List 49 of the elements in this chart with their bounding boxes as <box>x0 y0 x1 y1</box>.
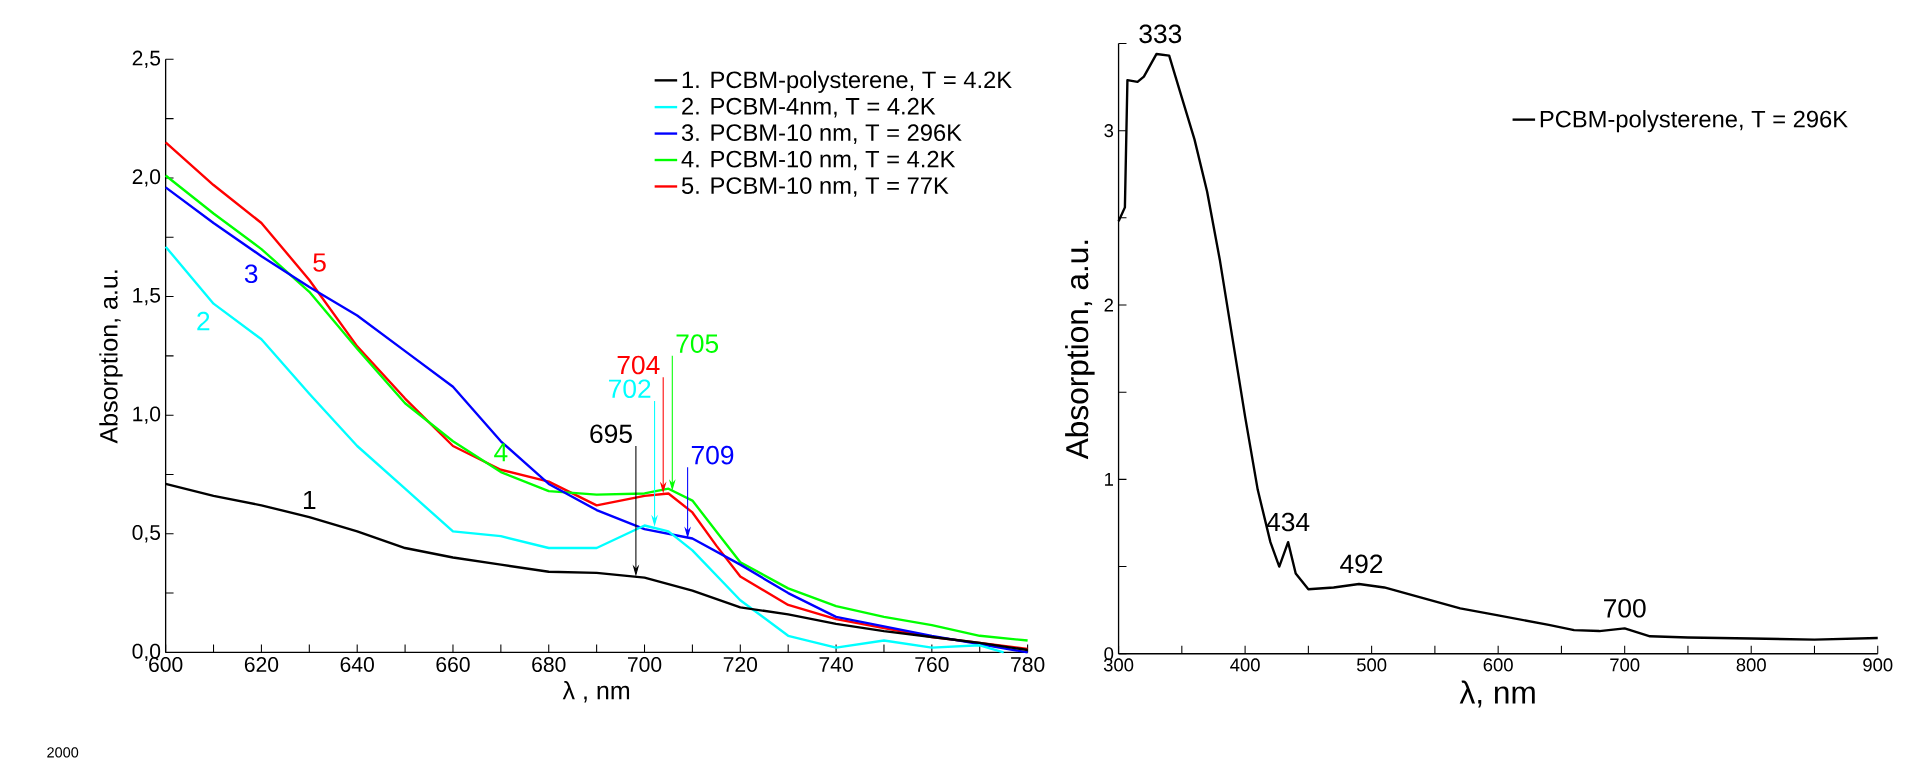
x-tick-label: 900 <box>1863 658 1893 672</box>
annotation: 695 <box>590 424 632 444</box>
annotation: 704 <box>617 355 660 375</box>
legend-label: 4. PCBM-10 nm, T = 4.2K <box>681 150 956 171</box>
x-tick-label: 640 <box>340 657 374 672</box>
annotation: 1 <box>303 490 316 509</box>
y-tick-label: 2 <box>1104 298 1113 312</box>
x-tick-label: 760 <box>915 657 949 672</box>
x-tick-label: 680 <box>532 657 566 672</box>
x-axis-title: λ, nm <box>1459 680 1535 708</box>
annotation: 333 <box>1139 24 1182 44</box>
legend-label: 1. PCBM-polysterene, T = 4.2K <box>682 70 1012 93</box>
y-axis-title: Absorption, a.u. <box>99 270 123 444</box>
x-tick-label: 400 <box>1230 658 1260 672</box>
y-tick-label: 1,5 <box>133 287 161 306</box>
annotation: 702 <box>609 379 651 398</box>
annotation: 700 <box>1604 598 1646 618</box>
text: 2000 <box>47 747 79 758</box>
line-series <box>164 245 1005 654</box>
legend-label: 5. PCBM-10 nm, T = 77K <box>681 177 949 197</box>
x-tick-label: 720 <box>723 657 758 672</box>
y-tick-label: 2,0 <box>132 169 161 187</box>
x-axis-title: λ , nm <box>562 680 630 703</box>
annotation: 492 <box>1340 554 1383 574</box>
x-tick-label: 500 <box>1356 658 1387 672</box>
y-tick-label: 3 <box>1104 124 1114 138</box>
annotation: 3 <box>244 264 258 283</box>
x-tick-label: 620 <box>244 657 279 672</box>
y-tick-label: 1 <box>1105 472 1114 486</box>
annotation: 709 <box>691 445 734 465</box>
annotation: 4 <box>494 443 508 462</box>
x-tick-label: 600 <box>1483 658 1513 672</box>
legend-label: PCBM-polysterene, T = 296K <box>1540 109 1848 133</box>
annotation: 5 <box>313 253 326 272</box>
annotation: 434 <box>1266 512 1310 532</box>
y-tick-label: 1,0 <box>133 406 161 424</box>
x-tick-label: 700 <box>1610 658 1640 672</box>
annotation: 705 <box>676 334 719 353</box>
y-tick-label: 2,5 <box>132 50 161 68</box>
legend-label: 2. PCBM-4nm, T = 4.2K <box>682 97 936 118</box>
x-tick-label: 660 <box>436 657 470 672</box>
x-tick-label: 700 <box>628 657 662 672</box>
y-axis-title: Absorption, a.u. <box>1065 240 1095 460</box>
legend-label: 3. PCBM-10 nm, T = 296K <box>681 124 962 144</box>
x-tick-label: 740 <box>819 657 853 672</box>
y-tick-label: 0,5 <box>132 525 161 543</box>
x-tick-label: 780 <box>1011 657 1045 672</box>
x-tick-label: 800 <box>1736 658 1766 672</box>
annotation: 2 <box>197 311 210 331</box>
